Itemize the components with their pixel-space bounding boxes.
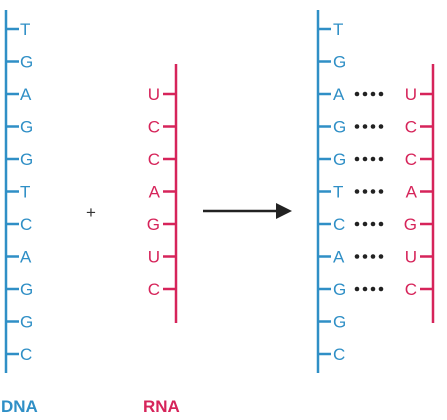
rna-base: G [147,215,160,234]
rna-base: U [148,85,160,104]
hybrid-dna-base: C [333,215,345,234]
bond-dot [370,221,376,227]
bond-dot [354,286,360,292]
rna-base: C [148,150,160,169]
hybrid-dna-base: T [333,20,343,39]
bond-dot [378,221,384,227]
dna-base: G [20,150,33,169]
rna-base: A [149,183,161,202]
bond-dot [354,254,360,259]
dna-base: G [20,118,33,137]
bond-dot [378,189,384,194]
dna-base: T [20,183,30,202]
dna-base: C [20,345,32,364]
arrow-head [276,203,292,219]
hybrid-rna-base: C [405,280,417,299]
bond-dot [378,156,384,162]
dna-base: G [20,313,33,332]
dna-base: T [20,20,30,39]
bond-dot [362,189,368,194]
bond-dot [378,124,384,129]
bond-dot [354,124,360,129]
hybrid-dna-base: C [333,345,345,364]
dna-base: G [20,280,33,299]
bond-dot [354,156,360,162]
bond-dot [362,254,368,259]
bond-dot [378,286,384,292]
dna-label: DNA [1,397,38,416]
hybrid-dna-base: G [333,53,346,72]
bond-dot [354,189,360,194]
dna-base: G [20,53,33,72]
rna-label: RNA [143,397,180,416]
bond-dot [370,91,376,97]
bond-dot [378,91,384,97]
hybrid-dna-base: A [333,248,345,267]
bond-dot [378,254,384,259]
bond-dot [370,124,376,129]
bond-dot [354,221,360,227]
hybrid-dna-base: G [333,280,346,299]
bond-dot [362,221,368,227]
bond-dot [354,91,360,97]
rna-base: C [148,118,160,137]
bond-dot [370,254,376,259]
dna-base: C [20,215,32,234]
hybrid-dna-base: G [333,313,346,332]
hybrid-rna-base: G [404,215,417,234]
hybrid-rna-base: A [406,183,418,202]
hybrid-dna-base: G [333,118,346,137]
bond-dot [362,124,368,129]
hybrid-rna-base: C [405,118,417,137]
hybrid-dna-base: G [333,150,346,169]
hybrid-dna-base: T [333,183,343,202]
bond-dot [370,189,376,194]
bond-dot [362,156,368,162]
hybrid-rna-base: C [405,150,417,169]
bond-dot [370,286,376,292]
hybrid-rna-base: U [405,85,417,104]
bond-dot [362,91,368,97]
bond-dot [362,286,368,292]
dna-base: A [20,85,32,104]
hybrid-dna-base: A [333,85,345,104]
plus-symbol: + [86,203,96,222]
rna-base: C [148,280,160,299]
reaction-arrow [203,203,292,219]
plus-sign: + [86,203,96,222]
bond-dot [370,156,376,162]
hybrid-rna-base: U [405,248,417,267]
rna-base: U [148,248,160,267]
dna-base: A [20,248,32,267]
